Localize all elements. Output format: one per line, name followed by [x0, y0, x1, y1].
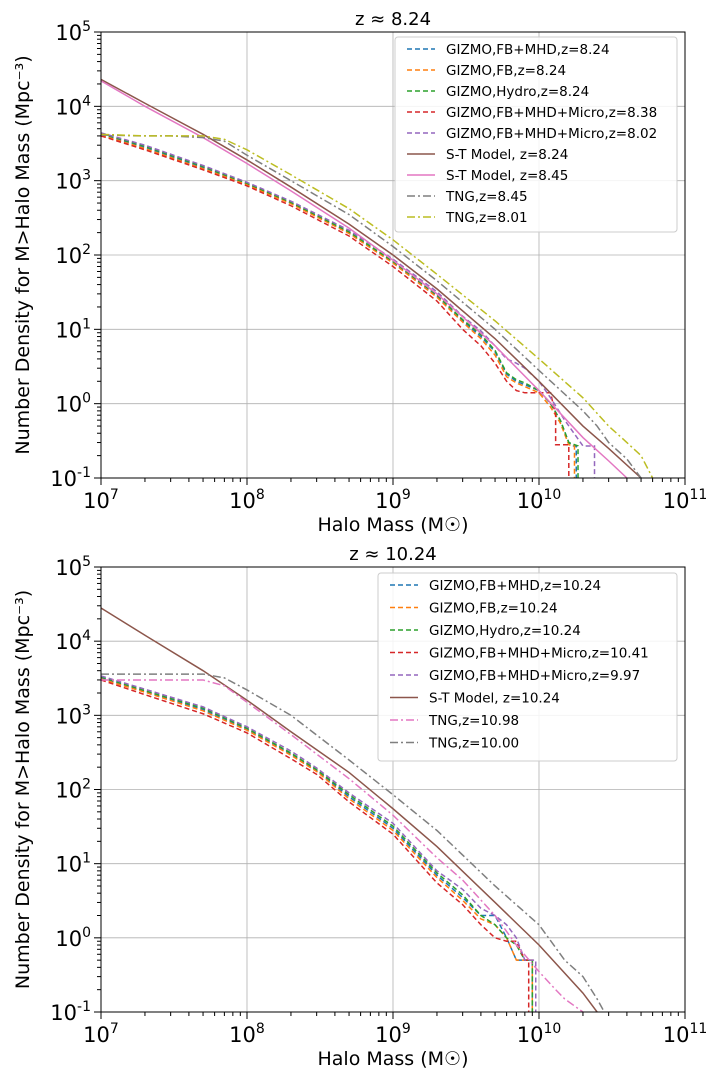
series-line-2 [101, 132, 579, 478]
y-tick-label: 103 [55, 168, 91, 194]
y-tick-label: 10-1 [50, 999, 91, 1025]
y-axis-label: Number Density for M>Halo Mass (Mpc⁻³) [12, 590, 34, 989]
series-line-7 [101, 673, 605, 1012]
series-line-5 [101, 607, 598, 1012]
chart-title: z ≈ 8.24 [355, 9, 431, 30]
y-tick-label: 101 [55, 316, 91, 342]
y-tick-label: 105 [55, 19, 91, 45]
series-line-1 [101, 678, 534, 1012]
legend-label: TNG,z=8.01 [445, 210, 528, 226]
legend-label: GIZMO,FB,z=8.24 [446, 63, 566, 79]
series-line-7 [101, 134, 642, 478]
y-tick-label: 10-1 [50, 465, 91, 491]
series-line-3 [101, 135, 570, 478]
series-line-4 [101, 675, 537, 1012]
legend-label: GIZMO,FB+MHD+Micro,z=8.02 [446, 126, 657, 142]
y-tick-label: 101 [55, 851, 91, 877]
x-tick-label: 109 [375, 1021, 411, 1047]
legend-label: TNG,z=10.98 [428, 713, 519, 729]
legend-label: GIZMO,FB+MHD,z=8.24 [446, 42, 610, 58]
x-tick-label: 109 [375, 487, 411, 513]
y-tick-label: 103 [55, 702, 91, 728]
x-tick-label: 1011 [663, 487, 708, 513]
legend-label: GIZMO,Hydro,z=8.24 [446, 84, 589, 100]
legend: GIZMO,FB+MHD,z=10.24 GIZMO,FB,z=10.24 GIZM… [377, 572, 678, 762]
y-axis-label: Number Density for M>Halo Mass (Mpc⁻³) [12, 55, 34, 454]
series-line-1 [101, 134, 576, 478]
y-tick-label: 104 [55, 628, 91, 654]
x-tick-label: 107 [83, 1021, 119, 1047]
x-axis-label: Halo Mass (M☉) [318, 1048, 469, 1070]
x-axis-label: Halo Mass (M☉) [318, 514, 469, 536]
legend-label: TNG,z=10.00 [428, 736, 519, 752]
legend-label: TNG,z=8.45 [445, 189, 528, 205]
legend-label: GIZMO,FB+MHD+Micro,z=10.41 [429, 646, 649, 662]
series-group [101, 607, 605, 1012]
chart-title: z ≈ 10.24 [349, 544, 437, 565]
series-line-2 [101, 676, 534, 1012]
y-tick-label: 105 [55, 554, 91, 580]
y-tick-label: 100 [55, 391, 91, 417]
y-tick-label: 104 [55, 93, 91, 119]
y-tick-label: 100 [55, 925, 91, 951]
y-tick-label: 102 [55, 242, 91, 268]
series-line-6 [101, 679, 584, 1012]
legend-label: S-T Model, z=10.24 [429, 691, 560, 707]
legend-label: GIZMO,FB+MHD+Micro,z=9.97 [429, 668, 640, 684]
series-line-8 [101, 133, 654, 478]
series-group [101, 78, 654, 478]
x-tick-label: 1010 [517, 1021, 562, 1047]
legend-label: GIZMO,FB+MHD+Micro,z=8.38 [446, 105, 657, 121]
x-tick-label: 1011 [663, 1021, 708, 1047]
series-line-3 [101, 679, 530, 1012]
legend-label: S-T Model, z=8.45 [446, 168, 568, 184]
legend-label: S-T Model, z=8.24 [446, 147, 568, 163]
x-tick-label: 108 [229, 1021, 265, 1047]
x-tick-label: 107 [83, 487, 119, 513]
series-line-5 [101, 78, 642, 478]
y-tick-label: 102 [55, 777, 91, 803]
legend-label: GIZMO,FB,z=10.24 [429, 601, 558, 617]
x-tick-label: 1010 [517, 487, 562, 513]
legend: GIZMO,FB+MHD,z=8.24 GIZMO,FB,z=8.24 GIZMO,… [394, 36, 678, 233]
legend-label: GIZMO,Hydro,z=10.24 [429, 623, 581, 639]
series-line-0 [101, 677, 534, 1012]
legend-box [377, 572, 678, 762]
legend-label: GIZMO,FB+MHD,z=10.24 [429, 578, 601, 594]
x-tick-label: 108 [229, 487, 265, 513]
chart-bottom: 107 108 109 1010 1011 10-1 100 101 102 103 104 105 z… [12, 544, 707, 1070]
chart-top: 107 108 109 1010 1011 10-1 100 101 102 103 104 105 z… [12, 9, 707, 536]
legend-box [394, 36, 678, 233]
